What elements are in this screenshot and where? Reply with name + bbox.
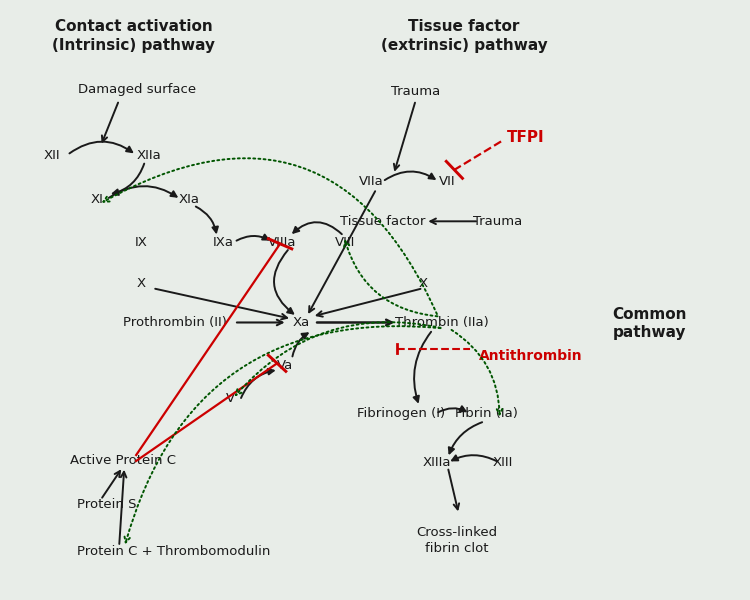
Text: Damaged surface: Damaged surface	[78, 83, 197, 97]
Text: XII: XII	[44, 149, 61, 161]
Text: XIII: XIII	[493, 456, 513, 469]
Text: Thrombin (IIa): Thrombin (IIa)	[395, 316, 489, 329]
FancyArrowPatch shape	[452, 455, 497, 461]
Text: XIIIa: XIIIa	[422, 456, 451, 469]
Text: Prothrombin (II): Prothrombin (II)	[123, 316, 226, 329]
Text: VIII: VIII	[335, 236, 356, 248]
Text: Protein S: Protein S	[76, 497, 136, 511]
FancyArrowPatch shape	[438, 406, 466, 412]
FancyArrowPatch shape	[292, 333, 308, 356]
Text: Antithrombin: Antithrombin	[478, 349, 583, 363]
Text: Cross-linked
fibrin clot: Cross-linked fibrin clot	[416, 526, 497, 555]
Text: IX: IX	[135, 236, 148, 248]
Text: VIIa: VIIa	[359, 175, 384, 188]
Text: Fibrin (Ia): Fibrin (Ia)	[454, 407, 518, 420]
FancyArrowPatch shape	[385, 172, 435, 180]
Text: Common
pathway: Common pathway	[612, 307, 687, 340]
Text: IXa: IXa	[212, 236, 233, 248]
Text: Protein C + Thrombomodulin: Protein C + Thrombomodulin	[76, 545, 270, 558]
FancyArrowPatch shape	[236, 235, 268, 241]
Text: Trauma: Trauma	[392, 85, 440, 98]
FancyArrowPatch shape	[109, 186, 176, 198]
Text: XI: XI	[91, 193, 104, 206]
Text: Tissue factor
(extrinsic) pathway: Tissue factor (extrinsic) pathway	[381, 19, 548, 53]
Text: Trauma: Trauma	[472, 215, 522, 228]
FancyArrowPatch shape	[70, 142, 132, 154]
Text: X: X	[136, 277, 146, 290]
FancyArrowPatch shape	[112, 164, 144, 195]
FancyArrowPatch shape	[241, 369, 274, 398]
Text: Va: Va	[277, 359, 292, 371]
Text: TFPI: TFPI	[507, 130, 544, 145]
FancyArrowPatch shape	[274, 250, 293, 314]
Text: Active Protein C: Active Protein C	[70, 454, 176, 467]
Text: V: V	[226, 392, 235, 406]
Text: XIa: XIa	[179, 193, 200, 206]
FancyArrowPatch shape	[448, 422, 482, 454]
FancyArrowPatch shape	[413, 332, 431, 402]
Text: VII: VII	[440, 175, 456, 188]
Text: Xa: Xa	[292, 316, 310, 329]
Text: XIIa: XIIa	[136, 149, 161, 161]
FancyArrowPatch shape	[293, 222, 342, 234]
Text: Tissue factor: Tissue factor	[340, 215, 425, 228]
Text: X: X	[419, 277, 428, 290]
Text: Contact activation
(Intrinsic) pathway: Contact activation (Intrinsic) pathway	[53, 19, 215, 53]
FancyArrowPatch shape	[196, 206, 218, 232]
Text: Fibrinogen (I): Fibrinogen (I)	[357, 407, 445, 420]
Text: VIIIa: VIIIa	[268, 236, 296, 248]
